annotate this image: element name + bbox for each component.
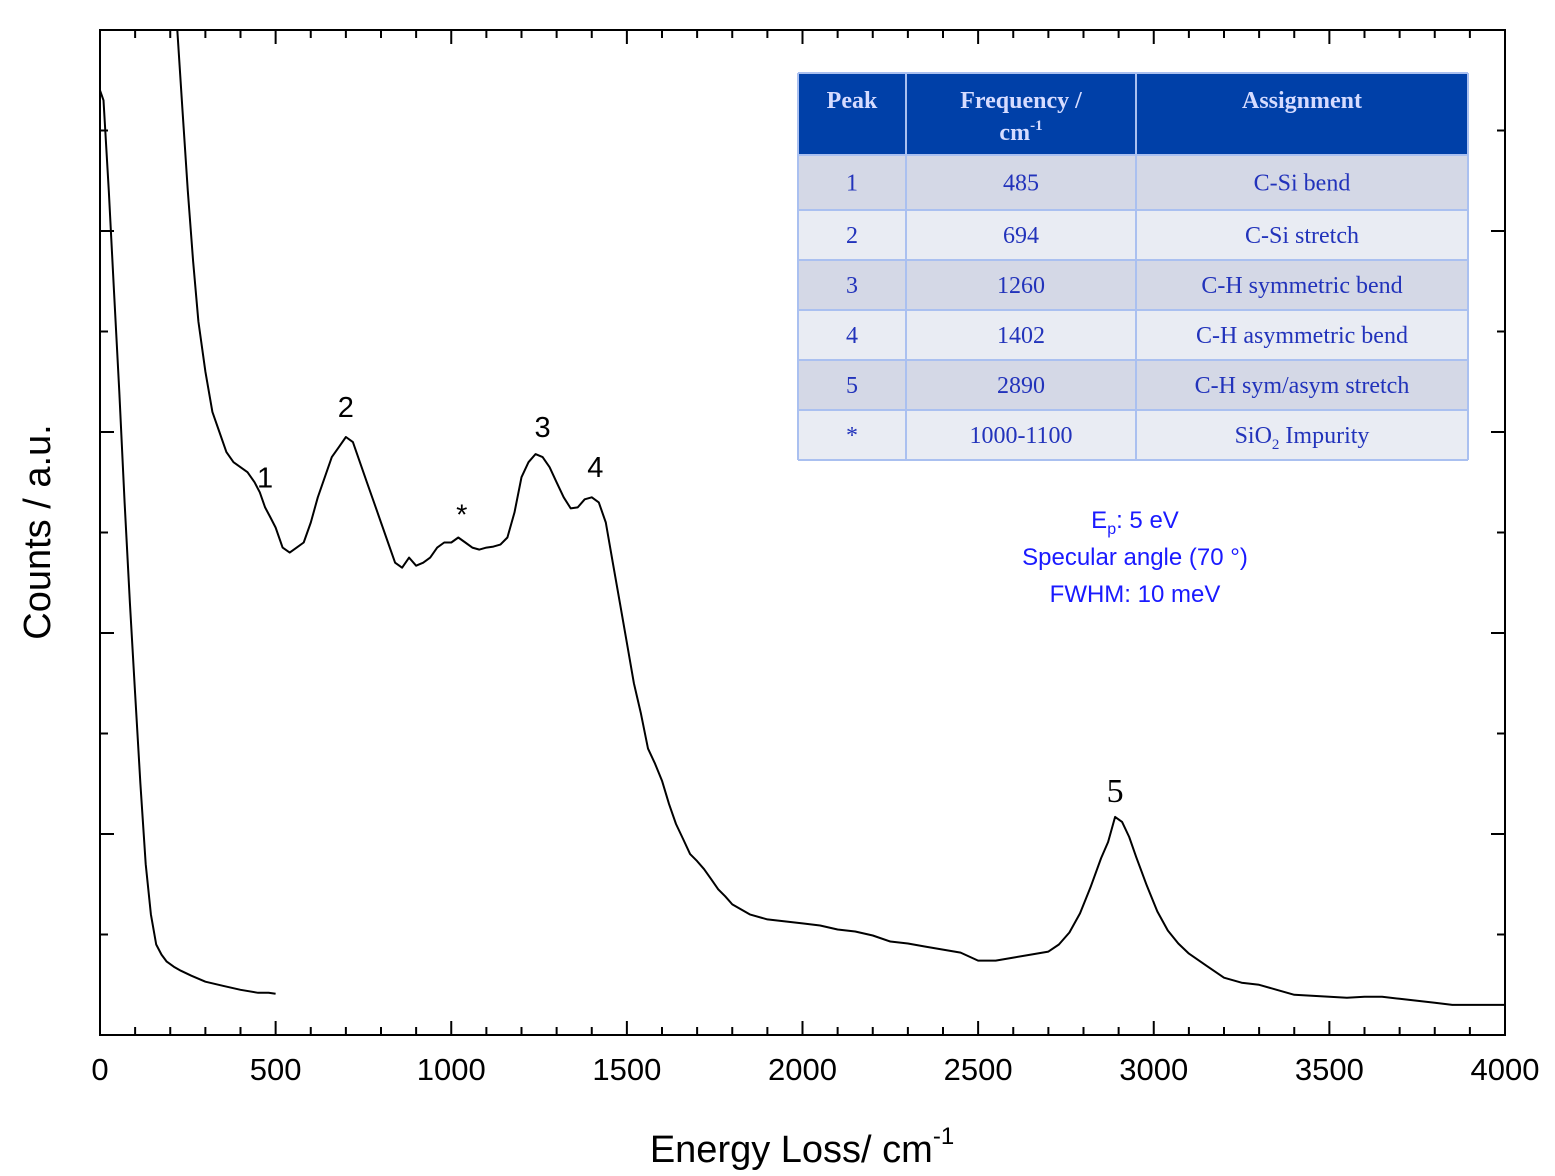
x-tick-labels: 0 500 1000 1500 2000 2500 3000 3500 4000 xyxy=(91,1052,1539,1087)
y-axis-title: Counts / a.u. xyxy=(17,424,59,639)
table-cell: 485 xyxy=(1003,171,1039,197)
table-cell: C-H symmetric bend xyxy=(1201,273,1402,299)
table-cell: C-H sym/asym stretch xyxy=(1195,373,1410,399)
spectrum-line-1 xyxy=(99,89,276,995)
table-cell: SiO2 Impurity xyxy=(1235,423,1370,453)
table-header-bg xyxy=(798,73,1468,155)
table-cell: 2 xyxy=(846,223,858,249)
table-cell: 3 xyxy=(846,273,858,299)
peak-label: 1 xyxy=(257,462,273,494)
peak-labels: 1 2 * 3 4 5 xyxy=(257,392,1124,810)
table-cell: 1000-1100 xyxy=(969,423,1072,449)
axis-ticks xyxy=(99,29,1506,1036)
peak-label: 2 xyxy=(338,392,354,424)
x-tick-label: 0 xyxy=(91,1052,108,1087)
x-tick-label: 500 xyxy=(250,1052,302,1087)
table-header-peak: Peak xyxy=(827,88,878,114)
x-tick-label: 4000 xyxy=(1471,1052,1540,1087)
table-cell: C-Si stretch xyxy=(1245,223,1359,249)
conditions-line-2: Specular angle (70 °) xyxy=(1022,544,1248,571)
table-cell: C-H asymmetric bend xyxy=(1196,323,1408,349)
table-cell: 1402 xyxy=(997,323,1045,349)
x-tick-label: 2500 xyxy=(944,1052,1013,1087)
x-tick-label: 3500 xyxy=(1295,1052,1364,1087)
spectrum-series xyxy=(99,29,1505,1006)
table-header-assignment: Assignment xyxy=(1242,88,1362,114)
table-cell: 4 xyxy=(846,323,858,349)
peak-label: * xyxy=(456,499,467,531)
peak-label: 4 xyxy=(587,452,603,484)
table-header-unit: cm-1 xyxy=(999,118,1042,146)
table-cell: 5 xyxy=(846,373,858,399)
spectrum-line-2 xyxy=(176,29,1505,1006)
table-header-frequency: Frequency / xyxy=(960,88,1082,114)
table-cell: 2890 xyxy=(997,373,1045,399)
table-row-bg xyxy=(798,410,1468,460)
conditions-line-3: FWHM: 10 meV xyxy=(1050,581,1221,608)
conditions-line-1: Ep: 5 eV xyxy=(1091,507,1179,538)
x-tick-label: 1000 xyxy=(417,1052,486,1087)
table-cell: C-Si bend xyxy=(1254,171,1351,197)
table-row-bg xyxy=(798,155,1468,210)
x-tick-label: 1500 xyxy=(592,1052,661,1087)
table-cell: * xyxy=(846,423,858,449)
peak-assignment-table: Peak Frequency / cm-1 Assignment 1 485 C-Si be… xyxy=(797,72,1469,461)
table-row-bg xyxy=(798,210,1468,260)
table-cell: 1 xyxy=(846,171,858,197)
peak-label: 5 xyxy=(1107,773,1124,810)
table-cell: 694 xyxy=(1003,223,1039,249)
x-tick-label: 3000 xyxy=(1119,1052,1188,1087)
table-row-bg xyxy=(798,360,1468,410)
x-axis-title: Energy Loss/ cm-1 xyxy=(650,1123,954,1171)
x-tick-label: 2000 xyxy=(768,1052,837,1087)
table-cell: 1260 xyxy=(997,273,1045,299)
peak-label: 3 xyxy=(535,412,551,444)
table-row-bg xyxy=(798,260,1468,310)
table-row-bg xyxy=(798,310,1468,360)
